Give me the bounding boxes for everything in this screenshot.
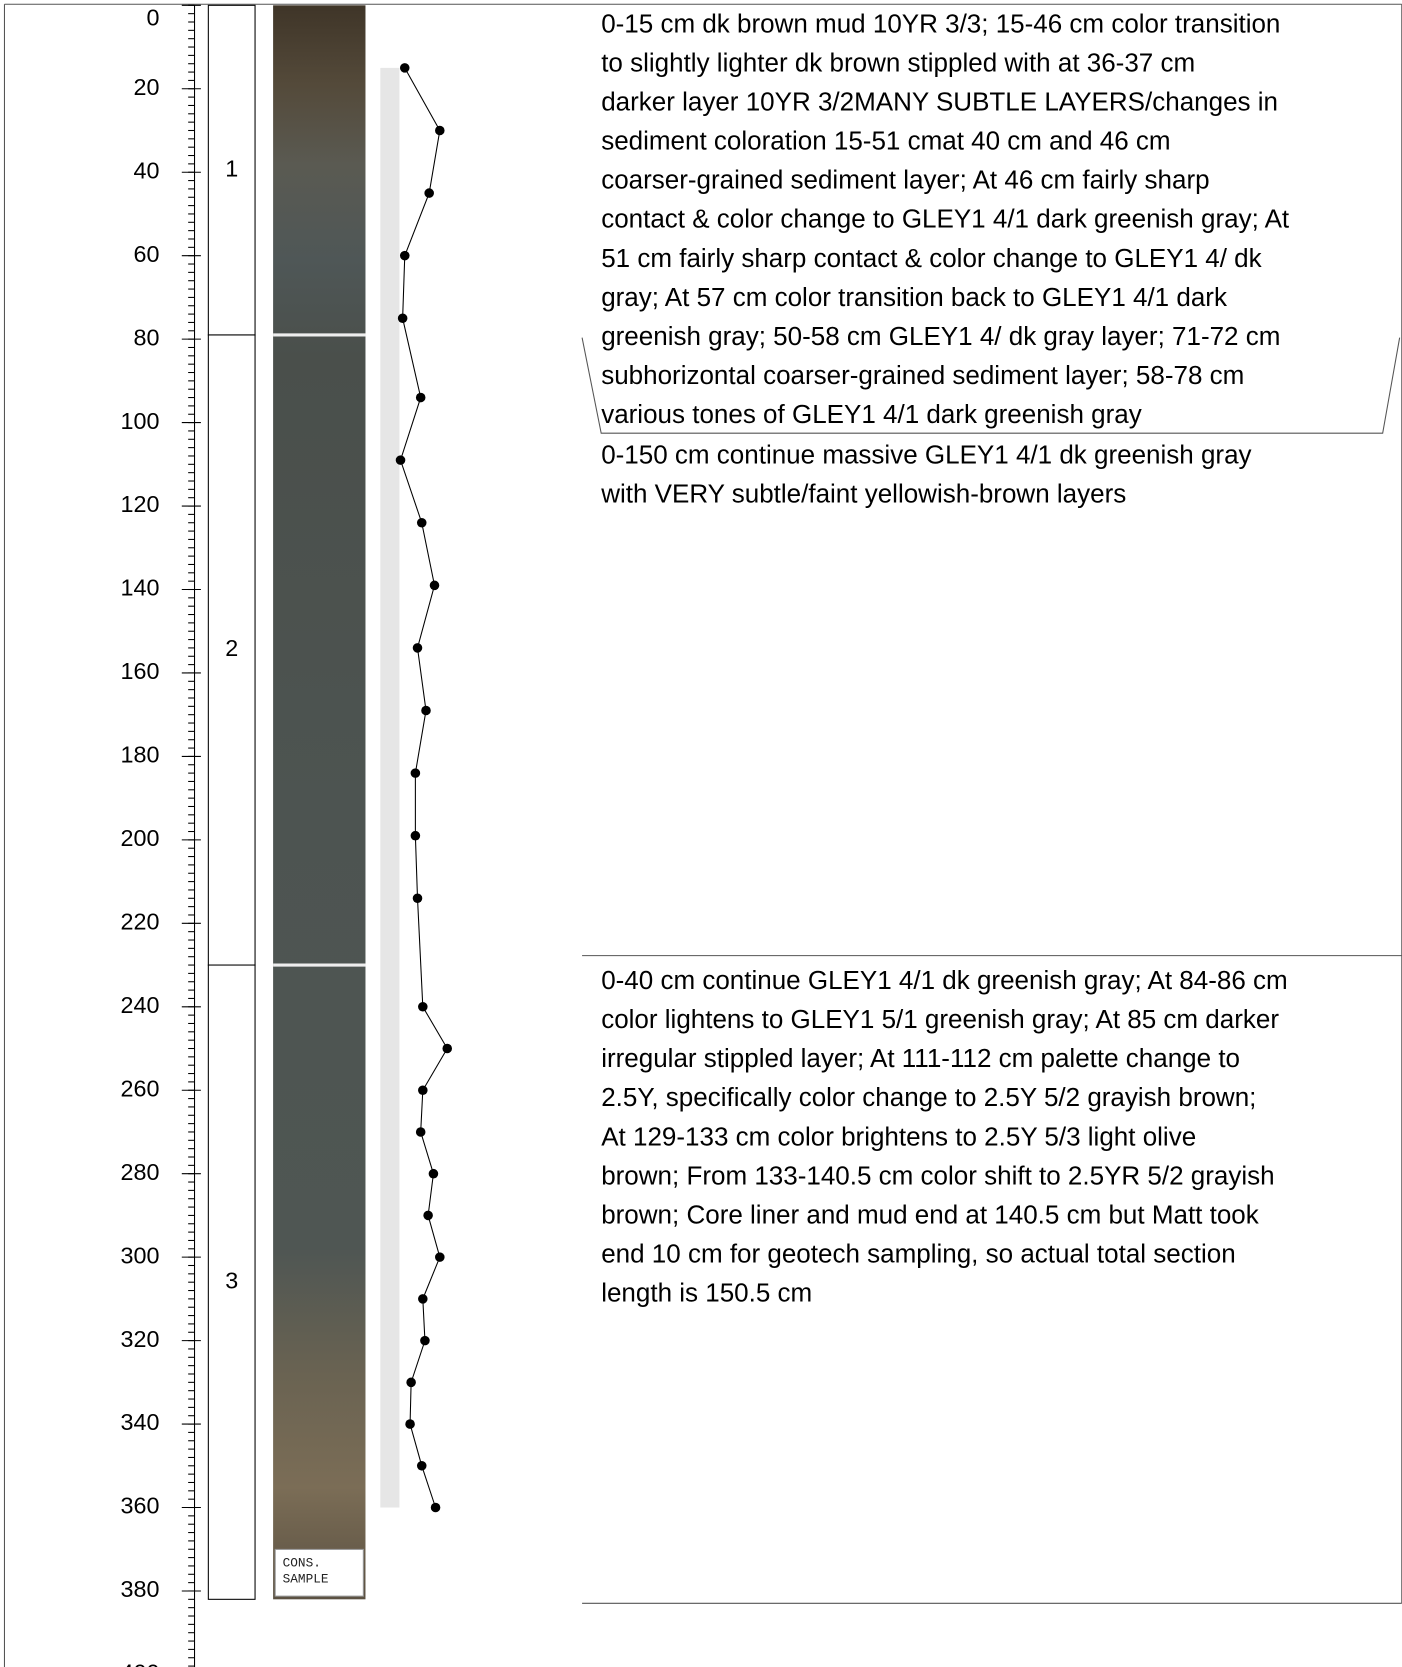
profile-point bbox=[395, 455, 406, 465]
core-image bbox=[273, 5, 366, 1600]
y-tick-label: 260 bbox=[121, 1075, 160, 1101]
description-line: contact & color change to GLEY1 4/1 dark… bbox=[601, 204, 1290, 234]
profile-point bbox=[412, 893, 423, 904]
description-line: gray; At 57 cm color transition back to … bbox=[601, 282, 1228, 312]
section-box bbox=[207, 334, 256, 966]
profile-point bbox=[412, 643, 423, 653]
y-tick-label: 280 bbox=[121, 1159, 160, 1185]
description-line: brown; From 133-140.5 cm color shift to … bbox=[601, 1160, 1274, 1190]
y-tick-label: 120 bbox=[121, 491, 160, 517]
core-label: CONS. bbox=[283, 1555, 321, 1570]
core-label: SAMPLE bbox=[283, 1571, 329, 1586]
description-line: irregular stippled layer; At 111-112 cm … bbox=[601, 1043, 1240, 1073]
section-label: 2 bbox=[225, 635, 238, 661]
description-line: greenish gray; 50-58 cm GLEY1 4/ dk gray… bbox=[601, 321, 1280, 351]
profile-point bbox=[399, 63, 410, 73]
y-tick-label: 0 bbox=[147, 4, 160, 30]
description-line: 2.5Y, specifically color change to 2.5Y … bbox=[601, 1082, 1256, 1112]
y-tick-label: 340 bbox=[121, 1409, 160, 1435]
profile-point bbox=[435, 125, 445, 136]
profile-point bbox=[416, 517, 427, 528]
description-line: 0-150 cm continue massive GLEY1 4/1 dk g… bbox=[601, 439, 1251, 469]
y-tick-label: 20 bbox=[134, 74, 160, 100]
profile-point bbox=[410, 830, 421, 841]
profile-point bbox=[424, 188, 434, 198]
section-box bbox=[207, 964, 256, 1600]
y-tick-label: 140 bbox=[121, 575, 160, 601]
description-line: brown; Core liner and mud end at 140.5 c… bbox=[601, 1199, 1260, 1229]
core-label-card bbox=[274, 1548, 364, 1597]
y-tick-label: 160 bbox=[121, 658, 160, 684]
profile-point bbox=[410, 768, 421, 778]
y-tick-label: 380 bbox=[121, 1576, 160, 1602]
profile-point bbox=[415, 392, 426, 403]
y-tick-label: 400 bbox=[121, 1660, 160, 1667]
y-tick-label: 360 bbox=[121, 1493, 160, 1519]
y-tick-label: 60 bbox=[134, 241, 160, 267]
description-line: darker layer 10YR 3/2MANY SUBTLE LAYERS/… bbox=[601, 87, 1278, 117]
profile-point bbox=[418, 1002, 428, 1012]
profile-point bbox=[420, 1335, 430, 1346]
y-tick-label: 320 bbox=[121, 1326, 160, 1352]
y-tick-label: 180 bbox=[121, 742, 160, 768]
description-line: 51 cm fairly sharp contact & color chang… bbox=[601, 243, 1262, 273]
profile-point bbox=[415, 1127, 426, 1137]
y-tick-label: 300 bbox=[121, 1242, 160, 1268]
description-line: subhorizontal coarser-grained sediment l… bbox=[601, 360, 1244, 390]
y-tick-label: 40 bbox=[134, 157, 160, 183]
profile-point bbox=[399, 250, 410, 261]
description-line: sediment coloration 15-51 cmat 40 cm and… bbox=[601, 126, 1170, 156]
profile-point bbox=[421, 705, 431, 716]
profile-point bbox=[428, 1168, 439, 1179]
section-label: 1 bbox=[225, 155, 238, 181]
profile-point bbox=[418, 1085, 428, 1096]
description-line: coarser-grained sediment layer; At 46 cm… bbox=[601, 165, 1209, 195]
y-tick-label: 80 bbox=[134, 324, 160, 350]
profile-line bbox=[399, 67, 448, 1508]
profile-point bbox=[416, 1461, 427, 1471]
description-line: 0-15 cm dk brown mud 10YR 3/3; 15-46 cm … bbox=[601, 8, 1280, 38]
profile-point bbox=[429, 580, 440, 591]
section-label: 3 bbox=[225, 1267, 238, 1293]
profile-point bbox=[406, 1377, 416, 1388]
profile-point bbox=[442, 1043, 453, 1054]
profile-band bbox=[380, 67, 400, 1508]
y-tick-label: 220 bbox=[121, 908, 160, 934]
y-tick-label: 200 bbox=[121, 825, 160, 851]
description-line: color lightens to GLEY1 5/1 greenish gra… bbox=[601, 1004, 1279, 1034]
profile-point bbox=[418, 1294, 428, 1304]
description-line: various tones of GLEY1 4/1 dark greenish… bbox=[601, 399, 1142, 429]
profile-point bbox=[397, 313, 408, 324]
description-line: to slightly lighter dk brown stippled wi… bbox=[601, 47, 1195, 77]
description-line: At 129-133 cm color brightens to 2.5Y 5/… bbox=[601, 1121, 1196, 1151]
profile-point bbox=[405, 1419, 415, 1429]
section-box bbox=[207, 4, 256, 336]
description-line: with VERY subtle/faint yellowish-brown l… bbox=[600, 479, 1126, 509]
profile-point bbox=[435, 1252, 445, 1262]
y-tick-label: 240 bbox=[121, 992, 160, 1018]
description-line: end 10 cm for geotech sampling, so actua… bbox=[601, 1239, 1235, 1269]
profile-point bbox=[423, 1210, 433, 1221]
description-line: length is 150.5 cm bbox=[601, 1278, 812, 1308]
profile-point bbox=[430, 1502, 441, 1513]
description-line: 0-40 cm continue GLEY1 4/1 dk greenish g… bbox=[601, 965, 1288, 995]
y-tick-label: 100 bbox=[121, 408, 160, 434]
